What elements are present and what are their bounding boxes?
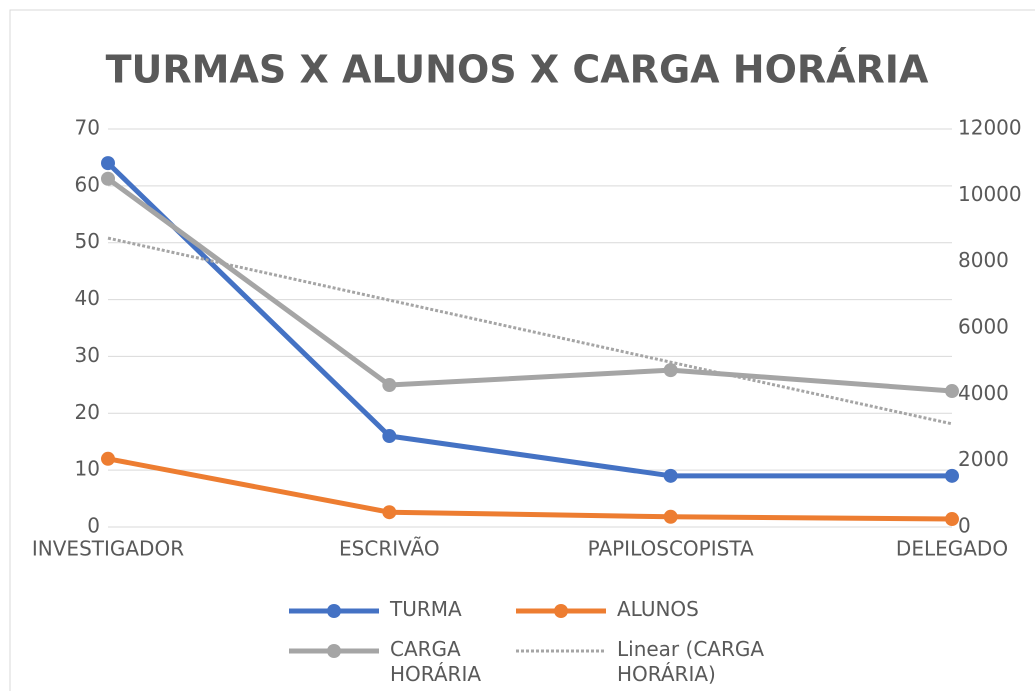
marker <box>382 505 397 520</box>
marker <box>101 171 115 186</box>
x-tick-label: PAPILOSCOPISTA <box>588 537 754 561</box>
legend-item: CARGA HORÁRIA <box>288 637 540 687</box>
marker <box>945 384 959 399</box>
legend-item: ALUNOS <box>515 597 767 623</box>
legend-label: TURMA <box>390 597 462 621</box>
series-line <box>107 236 953 426</box>
y-tick-label: 30 <box>75 343 100 367</box>
marker <box>382 378 397 393</box>
legend-marker <box>554 604 568 618</box>
marker <box>945 468 959 483</box>
legend-swatch <box>516 604 606 618</box>
legend-label: CARGA HORÁRIA <box>390 637 482 686</box>
series-line <box>106 161 952 479</box>
x-tick-label: INVESTIGADOR <box>32 537 184 561</box>
y2-tick-label: 0 <box>958 514 971 538</box>
marker <box>945 512 959 527</box>
x-tick-label: ESCRIVÃO <box>339 537 440 561</box>
marker <box>663 468 678 483</box>
legend-item: Linear (CARGA HORÁRIA) <box>515 637 767 687</box>
marker <box>382 429 397 444</box>
legend-item: TURMA <box>288 597 540 623</box>
legend-label: Linear (CARGA HORÁRIA) <box>617 637 765 686</box>
x-tick-label: DELEGADO <box>896 537 1008 561</box>
y-tick-label: 70 <box>75 116 100 140</box>
y2-tick-label: 12000 <box>958 116 1022 140</box>
legend-swatch <box>516 649 606 653</box>
y2-tick-label: 2000 <box>958 447 1009 471</box>
legend-marker <box>327 604 341 618</box>
marker <box>101 156 115 171</box>
y2-tick-label: 8000 <box>958 248 1009 272</box>
marker <box>663 363 678 378</box>
y-tick-label: 20 <box>75 400 100 424</box>
legend-label: ALUNOS <box>617 597 699 621</box>
series-line <box>106 176 953 394</box>
y2-tick-label: 4000 <box>958 381 1009 405</box>
series-line <box>107 456 953 522</box>
y2-tick-label: 10000 <box>958 182 1022 206</box>
legend-marker <box>327 644 341 658</box>
chart-title: TURMAS X ALUNOS X CARGA HORÁRIA <box>106 48 929 92</box>
y-tick-label: 0 <box>87 514 100 538</box>
y2-tick-label: 6000 <box>958 315 1009 339</box>
marker <box>101 451 115 466</box>
marker <box>663 509 678 524</box>
y-tick-label: 40 <box>75 286 100 310</box>
y-tick-label: 50 <box>75 229 100 253</box>
legend-swatch <box>289 644 379 658</box>
y-tick-label: 10 <box>75 457 100 481</box>
legend-swatch <box>289 604 379 618</box>
chart-border <box>9 9 1035 691</box>
y-tick-label: 60 <box>75 172 100 196</box>
